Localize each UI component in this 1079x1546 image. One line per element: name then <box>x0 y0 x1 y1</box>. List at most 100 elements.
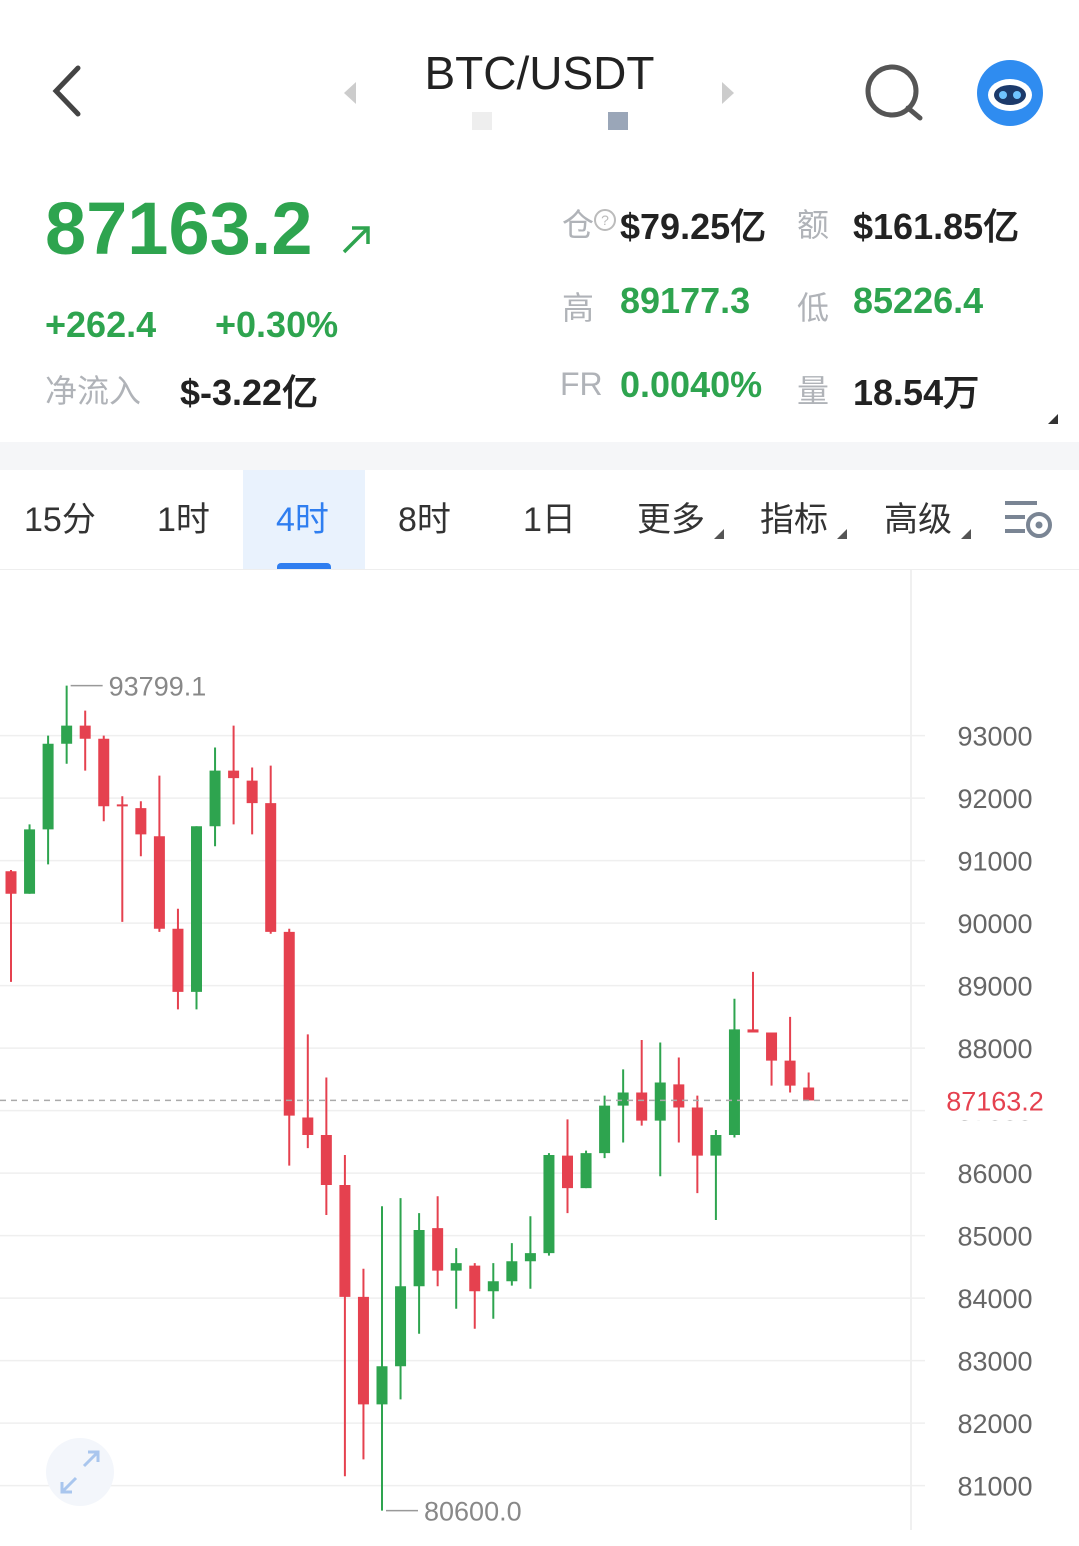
tab[interactable]: 4时 <box>276 501 329 539</box>
help-icon[interactable]: ? <box>592 207 618 233</box>
last-price-label: 87163.2 <box>946 1086 1044 1116</box>
avatar[interactable] <box>975 58 1045 128</box>
candle-body <box>5 871 17 894</box>
dropdown-caret <box>837 529 847 539</box>
candle-body <box>24 829 36 894</box>
candle-body <box>42 743 54 830</box>
candle-body <box>209 770 221 827</box>
tab[interactable]: 8时 <box>398 501 451 539</box>
candle-body <box>413 1230 425 1287</box>
active-tab-indicator <box>277 563 331 570</box>
price-change: +262.4 <box>45 304 157 345</box>
stat-label: 额 <box>797 207 830 243</box>
candle-body <box>654 1082 666 1121</box>
candle-body <box>803 1087 815 1101</box>
y-tick-label: 88000 <box>957 1034 1032 1064</box>
candle-body <box>766 1032 778 1061</box>
stat-value: $161.85亿 <box>853 206 1020 247</box>
tab[interactable]: 1时 <box>157 501 210 539</box>
prev-pair[interactable] <box>342 80 358 106</box>
candle-body <box>395 1286 407 1367</box>
active-tab-bg <box>243 470 365 570</box>
candle-body <box>135 808 147 835</box>
dropdown-caret <box>961 529 971 539</box>
svg-text:?: ? <box>601 212 609 228</box>
y-tick-label: 89000 <box>957 972 1032 1002</box>
tab[interactable]: 更多 <box>637 501 705 539</box>
candle-body <box>432 1228 444 1271</box>
extreme-label: 80600.0 <box>424 1497 522 1527</box>
stat-value: 0.0040% <box>620 364 763 405</box>
stat-value: 85226.4 <box>853 280 984 321</box>
candle-body <box>357 1296 369 1405</box>
stat-label: 高 <box>562 290 595 326</box>
y-tick-label: 82000 <box>957 1409 1032 1439</box>
candle-body <box>228 770 240 779</box>
stat-label: 量 <box>797 373 830 409</box>
y-tick-label: 92000 <box>957 784 1032 814</box>
candle-body <box>265 803 277 932</box>
search-icon[interactable] <box>862 62 926 122</box>
separator <box>0 442 1079 470</box>
stat-label: FR <box>560 366 603 402</box>
price-change-pct: +0.30% <box>215 304 339 345</box>
y-tick-label: 93000 <box>957 722 1032 752</box>
trend-arrow <box>342 226 370 254</box>
candle-body <box>450 1263 462 1271</box>
candle-body <box>617 1092 629 1106</box>
candle-body <box>673 1084 685 1108</box>
candle-body <box>320 1135 332 1185</box>
extreme-label: 93799.1 <box>109 672 207 702</box>
divider <box>0 569 1079 570</box>
y-tick-label: 90000 <box>957 909 1032 939</box>
y-tick-label: 85000 <box>957 1222 1032 1252</box>
y-tick-label: 83000 <box>957 1347 1032 1377</box>
page-indicator <box>472 112 628 130</box>
candle-body <box>61 725 73 744</box>
last-price-box <box>935 1080 1079 1121</box>
y-tick-label: 86000 <box>957 1159 1032 1189</box>
candle-body <box>153 836 165 929</box>
dropdown-caret <box>714 529 724 539</box>
candle-body <box>339 1185 351 1297</box>
candle-body <box>469 1265 481 1292</box>
candle-body <box>116 804 128 807</box>
candle-body <box>79 725 91 739</box>
candle-body <box>747 1029 759 1033</box>
pair-title: BTC/USDT <box>424 47 655 99</box>
candle-body <box>543 1155 555 1254</box>
candlestick-chart: 9300092000910009000089000880008700086000… <box>0 570 1079 1530</box>
back-button[interactable] <box>50 62 84 120</box>
tab[interactable]: 高级 <box>884 501 952 539</box>
candle-body <box>524 1253 536 1262</box>
stat-value: 18.54万 <box>853 372 980 413</box>
last-price: 87163.2 <box>45 187 313 270</box>
candle-body <box>710 1135 722 1156</box>
candle-body <box>98 738 110 807</box>
inflow-label: 净流入 <box>45 373 142 409</box>
candle-body <box>784 1060 796 1086</box>
inflow-value: $-3.22亿 <box>180 372 319 413</box>
stat-label: 低 <box>797 290 830 326</box>
tab[interactable]: 指标 <box>760 501 828 539</box>
candle-body <box>599 1105 611 1154</box>
fullscreen-button[interactable] <box>44 1436 116 1508</box>
candle-body <box>728 1029 740 1135</box>
stat-value: 89177.3 <box>620 280 751 321</box>
candle-body <box>246 780 258 804</box>
candle-body <box>302 1117 314 1135</box>
expand-corner[interactable] <box>1046 412 1060 426</box>
stat-value: $79.25亿 <box>620 206 767 247</box>
candle-body <box>691 1107 703 1156</box>
y-tick-label: 84000 <box>957 1284 1032 1314</box>
candle-body <box>506 1261 518 1282</box>
candle-body <box>191 826 202 992</box>
candle-body <box>172 928 184 992</box>
tab[interactable]: 15分 <box>24 501 96 539</box>
next-pair[interactable] <box>720 80 736 106</box>
tab[interactable]: 1日 <box>523 501 576 539</box>
candle-body <box>283 931 295 1116</box>
settings-icon[interactable] <box>1003 497 1055 541</box>
stat-label: 仓 <box>562 207 595 243</box>
